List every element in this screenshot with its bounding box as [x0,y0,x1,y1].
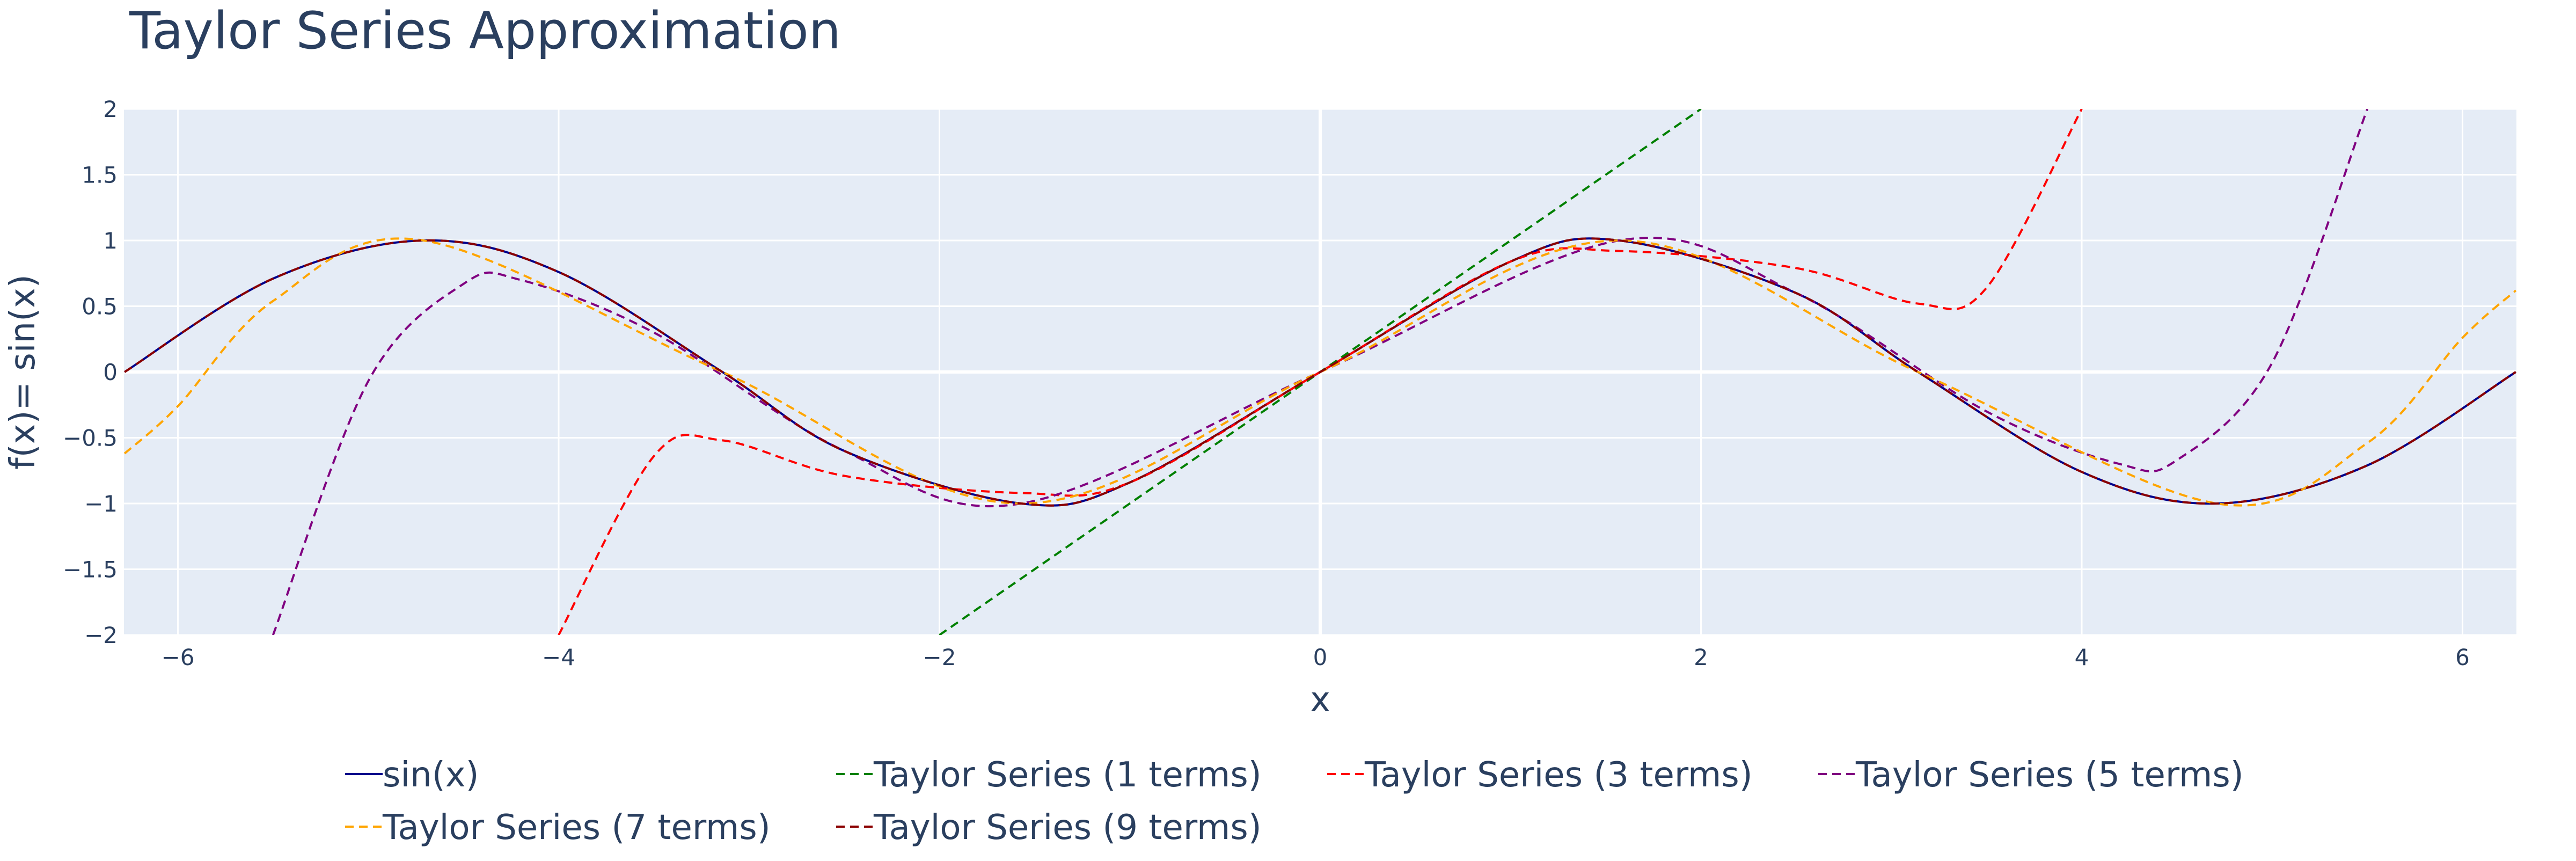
x-axis-title: x [1310,680,1330,720]
legend-label: Taylor Series (5 terms) [1855,755,2244,795]
y-tick-label: −1.5 [63,557,118,583]
y-tick-label: −2 [84,622,118,648]
legend-label: Taylor Series (1 terms) [873,755,1262,795]
axes: −6 −4 −2 0 2 4 6 −2 −1.5 −1 −0.5 0 0.5 1 1.5 2 [63,96,2470,670]
legend-item-3[interactable]: Taylor Series (5 terms) [1818,755,2244,795]
legend-label: Taylor Series (3 terms) [1364,755,1753,795]
x-tick-label: 4 [2075,644,2089,670]
grid [124,108,2516,636]
legend-item-1[interactable]: Taylor Series (1 terms) [836,755,1262,795]
y-tick-label: 0.5 [82,294,118,320]
series-group [124,109,2516,635]
y-tick-label: 1.5 [82,162,118,188]
chart-title: Taylor Series Approximation [129,2,841,61]
y-tick-label: 1 [103,228,118,254]
y-tick-label: −1 [84,491,118,517]
x-tick-label: 2 [1694,644,1708,670]
y-tick-label: 2 [103,96,118,122]
legend-label: Taylor Series (9 terms) [873,808,1262,848]
x-tick-label: −6 [162,644,195,670]
legend-item-5[interactable]: Taylor Series (9 terms) [836,808,1262,848]
y-tick-label: −0.5 [63,425,118,451]
legend-label: sin(x) [383,755,479,795]
x-tick-label: −4 [542,644,575,670]
legend: sin(x) Taylor Series (1 terms) Taylor Seri… [345,755,2244,848]
x-tick-label: 6 [2455,644,2470,670]
legend-label: Taylor Series (7 terms) [382,808,771,848]
legend-item-2[interactable]: Taylor Series (3 terms) [1327,755,1753,795]
y-tick-label: 0 [103,359,118,385]
series-line-5 [124,237,2516,507]
x-tick-label: 0 [1313,644,1328,670]
legend-item-4[interactable]: Taylor Series (7 terms) [345,808,771,848]
x-tick-label: −2 [923,644,956,670]
y-axis-title: f(x)= sin(x) [3,274,43,470]
legend-item-0[interactable]: sin(x) [345,755,479,795]
